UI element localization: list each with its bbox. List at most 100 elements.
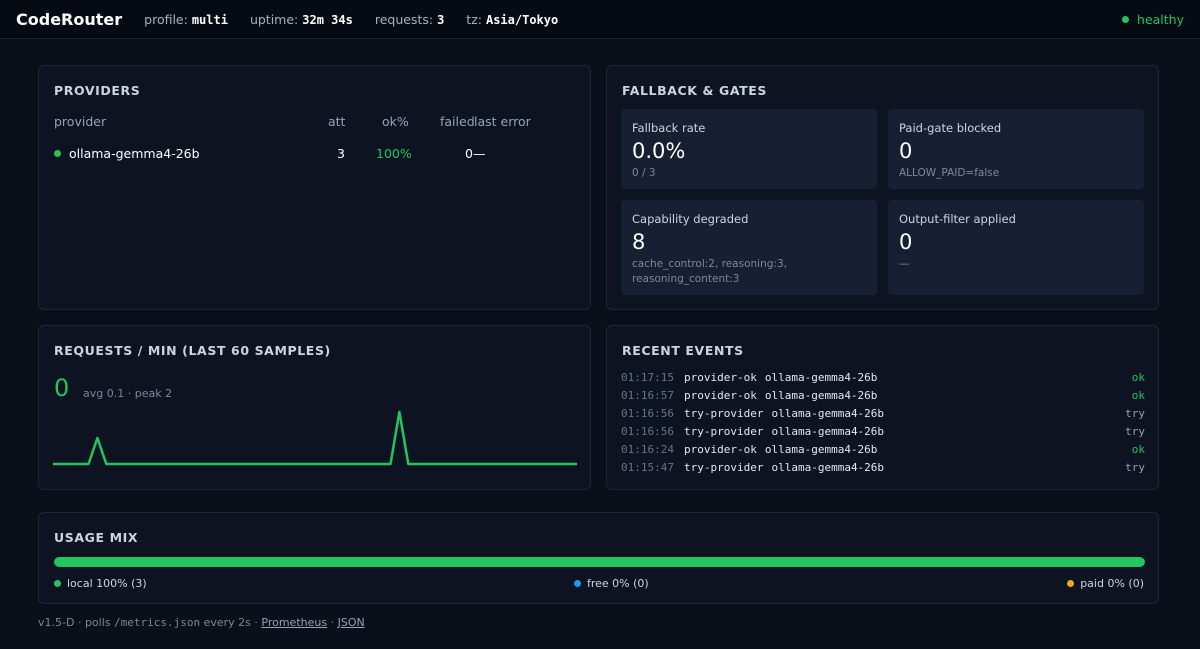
footer: v1.5-D · polls /metrics.json every 2s · … [38,616,365,629]
tile-label: Capability degraded [632,212,749,226]
tile-value: 0 [899,139,913,163]
event-kind: try-provider [683,461,764,474]
tz-value: Asia/Tokyo [485,12,559,27]
legend-paid-dot-icon [1067,580,1075,587]
profile-value: multi [191,12,228,27]
event-row: 01:15:47 try-provider ollama-gemma4-26b try [621,461,1145,479]
requests-current-value: 0 [54,374,70,402]
footer-metrics-path: /metrics.json [114,616,201,629]
column-header-ok-pct: ok% [382,114,409,129]
event-time: 01:17:15 [621,371,674,384]
app-brand: CodeRouter [16,9,123,29]
tile-sub: — [899,258,910,270]
prometheus-link[interactable]: Prometheus [261,616,328,629]
event-provider: ollama-gemma4-26b [764,371,878,384]
tz-label: tz: [466,11,482,27]
event-row: 01:16:24 provider-ok ollama-gemma4-26b ok [621,443,1145,461]
event-kind: provider-ok [683,371,757,384]
event-time: 01:16:56 [621,407,674,420]
provider-name-cell: ollama-gemma4-26b [54,146,200,161]
event-row: 01:16:56 try-provider ollama-gemma4-26b try [621,425,1145,443]
paid-gate-tile: Paid-gate blocked 0 ALLOW_PAID=false [888,109,1144,189]
fallback-rate-tile: Fallback rate 0.0% 0 / 3 [621,109,877,189]
legend-free: free 0% (0) [574,577,649,590]
legend-local-label: local 100% (3) [67,577,147,590]
event-provider: ollama-gemma4-26b [764,389,878,402]
column-header-provider: provider [54,114,107,129]
uptime-label: uptime: [249,11,299,27]
json-link[interactable]: JSON [337,616,365,629]
tile-label: Paid-gate blocked [899,121,1002,135]
tile-sub: cache_control:2, reasoning:3, reasoning_… [632,258,787,285]
provider-last-error: — [473,146,486,161]
output-filter-tile: Output-filter applied 0 — [888,200,1144,295]
providers-panel: PROVIDERS provider att ok% failed last e… [38,65,591,310]
event-kind: try-provider [683,425,764,438]
column-header-last-error: last error [474,114,531,129]
event-status: ok [1131,371,1145,384]
capability-degraded-tile: Capability degraded 8 cache_control:2, r… [621,200,877,295]
event-time: 01:15:47 [621,461,674,474]
tz-meta: tz: Asia/Tokyo [466,12,558,27]
requests-sparkline [53,410,577,466]
event-provider: ollama-gemma4-26b [764,443,878,456]
providers-title: PROVIDERS [54,83,141,98]
footer-interval: every 2s · [200,616,262,629]
legend-free-label: free 0% (0) [587,577,649,590]
requests-series-line [53,410,577,466]
requests-label: requests: [374,11,434,27]
requests-value: 3 [437,12,445,27]
event-provider: ollama-gemma4-26b [771,407,885,420]
event-row: 01:17:15 provider-ok ollama-gemma4-26b ok [621,371,1145,389]
event-time: 01:16:57 [621,389,674,402]
provider-failed: 0 [465,146,473,161]
requests-meta: requests: 3 [375,12,444,27]
fallback-title: FALLBACK & GATES [622,83,768,98]
legend-free-dot-icon [574,580,581,587]
event-provider: ollama-gemma4-26b [771,461,885,474]
column-header-failed: failed [440,114,475,129]
requests-summary: avg 0.1 · peak 2 [83,387,173,400]
usage-bar [54,557,1145,567]
event-status: try [1125,461,1145,474]
recent-events-panel: RECENT EVENTS 01:17:15 provider-ok ollama-… [606,325,1159,490]
tile-sub: 0 / 3 [632,167,656,179]
provider-status-dot-icon [54,150,61,157]
legend-paid: paid 0% (0) [1067,577,1144,590]
event-status: try [1125,407,1145,420]
footer-sep: · polls [74,616,114,629]
uptime-value: 32m 34s [302,12,353,27]
legend-local-dot-icon [54,580,61,587]
event-status: ok [1131,443,1145,456]
profile-label: profile: [144,11,188,27]
top-bar: CodeRouter profile: multi uptime: 32m 34… [0,0,1200,39]
event-time: 01:16:56 [621,425,674,438]
fallback-gates-panel: FALLBACK & GATES Fallback rate 0.0% 0 / … [606,65,1159,310]
event-row: 01:16:57 provider-ok ollama-gemma4-26b ok [621,389,1145,407]
tile-value: 0.0% [632,139,686,163]
event-status: try [1125,425,1145,438]
event-time: 01:16:24 [621,443,674,456]
profile-meta: profile: multi [144,12,228,27]
provider-ok-pct: 100% [376,146,412,161]
tile-value: 0 [899,230,913,254]
footer-version: v1.5-D [38,616,75,629]
usage-title: USAGE MIX [54,530,139,545]
usage-mix-panel: USAGE MIX local 100% (3) free 0% (0) pai… [38,512,1159,604]
tile-label: Output-filter applied [899,212,1016,226]
event-kind: provider-ok [683,389,757,402]
events-title: RECENT EVENTS [622,343,744,358]
provider-att: 3 [337,146,345,161]
usage-bar-local-fill [54,557,1145,567]
uptime-meta: uptime: 32m 34s [250,12,353,27]
tile-label: Fallback rate [632,121,706,135]
status-dot-icon [1122,15,1130,23]
legend-local: local 100% (3) [54,577,147,590]
health-status-label: healthy [1137,11,1184,27]
requests-title: REQUESTS / MIN (LAST 60 SAMPLES) [54,343,331,358]
footer-sep: · [327,616,338,629]
event-provider: ollama-gemma4-26b [771,425,885,438]
event-status: ok [1131,389,1145,402]
health-status: healthy [1122,12,1184,27]
legend-paid-label: paid 0% (0) [1080,577,1144,590]
